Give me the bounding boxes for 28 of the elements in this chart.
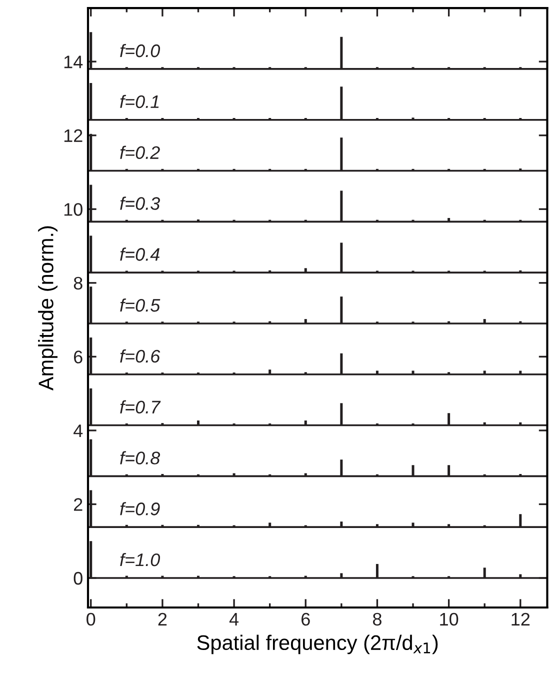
series-label: f=0.4 bbox=[120, 248, 160, 261]
series-label: f=0.9 bbox=[120, 502, 160, 516]
x-tick-label: 12 bbox=[512, 612, 530, 626]
series-label: f=0.1 bbox=[120, 94, 159, 108]
y-tick-label: 0 bbox=[74, 572, 82, 585]
series-label: f=0.2 bbox=[120, 146, 160, 160]
series-label: f=0.7 bbox=[120, 400, 161, 414]
x-axis-title: Spatial frequency (2π/d$_{x1}$) bbox=[197, 634, 438, 654]
y-tick-label: 12 bbox=[64, 129, 82, 142]
y-tick-label: 2 bbox=[74, 498, 82, 511]
series-label: f=0.6 bbox=[120, 349, 160, 363]
x-tick-label: 0 bbox=[86, 612, 96, 626]
x-tick-label: 8 bbox=[372, 612, 382, 626]
series-label: f=0.8 bbox=[120, 451, 160, 464]
series-label: f=0.0 bbox=[120, 44, 160, 58]
series-label: f=0.5 bbox=[120, 298, 160, 312]
y-tick-label: 6 bbox=[74, 350, 82, 364]
y-tick-label: 14 bbox=[64, 56, 83, 68]
x-tick-label: 10 bbox=[440, 612, 458, 626]
y-tick-label: 4 bbox=[74, 424, 83, 437]
x-tick-label: 4 bbox=[229, 613, 239, 626]
y-tick-label: 10 bbox=[64, 203, 82, 216]
series-label: f=0.3 bbox=[120, 196, 160, 210]
y-axis-title: Amplitude (norm.) bbox=[38, 226, 58, 391]
x-tick-label: 2 bbox=[158, 612, 167, 626]
y-tick-label: 8 bbox=[74, 276, 82, 290]
series-label: f=1.0 bbox=[120, 552, 160, 566]
x-tick-label: 6 bbox=[302, 612, 310, 626]
